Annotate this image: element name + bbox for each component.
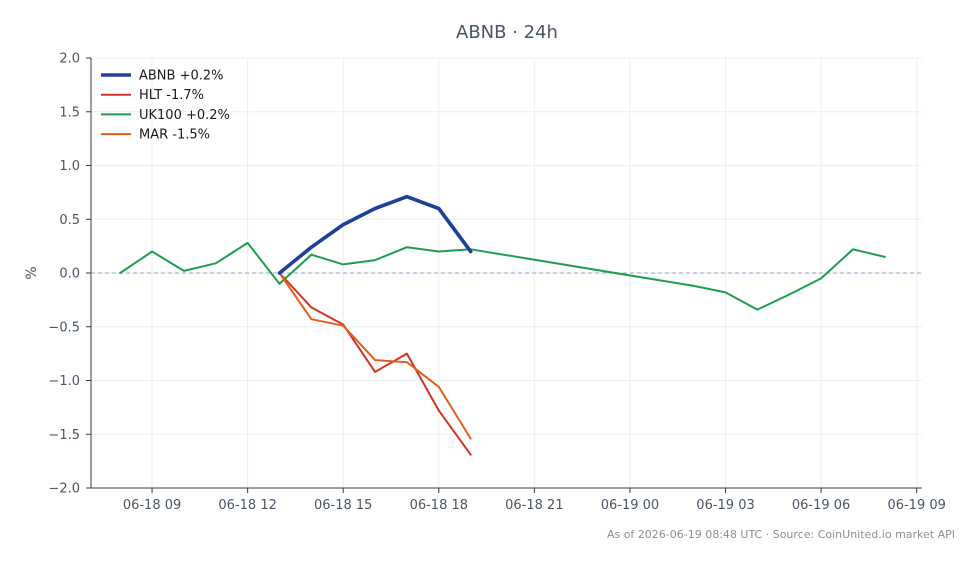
x-tick-label: 06-18 12 bbox=[218, 498, 276, 513]
x-tick-label: 06-18 21 bbox=[505, 498, 563, 513]
y-tick-label: −1.0 bbox=[48, 374, 80, 389]
x-tick-label: 06-19 06 bbox=[792, 498, 850, 513]
x-tick-label: 06-18 09 bbox=[123, 498, 181, 513]
y-tick-label: −1.5 bbox=[48, 428, 80, 443]
y-tick-label: −0.5 bbox=[48, 320, 80, 335]
y-tick-label: 1.0 bbox=[59, 159, 80, 174]
y-tick-label: 1.5 bbox=[59, 105, 80, 120]
chart-title: ABNB · 24h bbox=[456, 22, 558, 43]
series-line-abnb bbox=[277, 194, 473, 275]
x-tick-label: 06-19 03 bbox=[696, 498, 754, 513]
chart-legend: ABNB +0.2% HLT -1.7% UK100 +0.2% MAR -1.5% bbox=[101, 69, 230, 143]
series-line-uk100 bbox=[119, 241, 886, 311]
series-line-mar bbox=[278, 272, 472, 440]
y-tick-label: 0.0 bbox=[59, 267, 80, 282]
x-tick-label: 06-18 15 bbox=[314, 498, 372, 513]
y-tick-label: −2.0 bbox=[48, 482, 80, 497]
y-axis-ticks: 2.0 1.5 1.0 0.5 0.0 −0.5 −1.0 −1.5 −2.0 bbox=[48, 52, 91, 497]
y-tick-label: 2.0 bbox=[59, 52, 80, 67]
legend-label: UK100 +0.2% bbox=[139, 108, 230, 123]
x-axis-ticks: 06-18 09 06-18 12 06-18 15 06-18 18 06-18 21… bbox=[123, 488, 946, 513]
legend-label: HLT -1.7% bbox=[139, 88, 204, 103]
legend-label: MAR -1.5% bbox=[139, 128, 210, 143]
x-tick-label: 06-18 18 bbox=[410, 498, 468, 513]
chart-footer: As of 2026-06-19 08:48 UTC · Source: Coi… bbox=[607, 528, 955, 541]
y-tick-label: 0.5 bbox=[59, 213, 80, 228]
chart-series bbox=[119, 194, 886, 456]
legend-label: ABNB +0.2% bbox=[139, 69, 224, 84]
y-axis-label: % bbox=[24, 266, 40, 279]
x-tick-label: 06-19 09 bbox=[887, 498, 945, 513]
series-line-hlt bbox=[278, 272, 472, 456]
x-tick-label: 06-19 00 bbox=[601, 498, 659, 513]
